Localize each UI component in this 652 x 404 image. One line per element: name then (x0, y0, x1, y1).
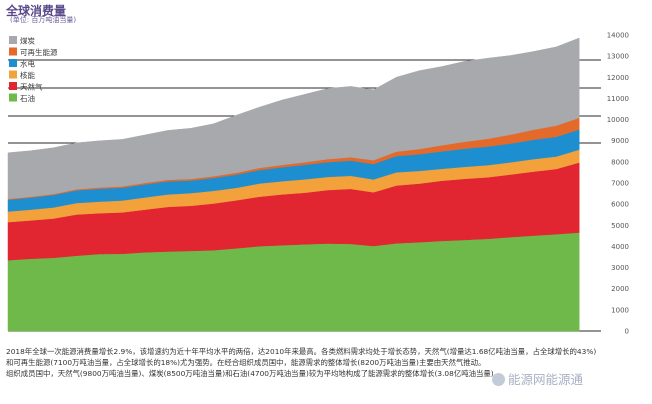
caption-line: 组织成员国中，天然气(9800万吨油当量)、煤炭(8500万吨油当量)和石油(4… (6, 369, 494, 378)
x-tick-label: 00 (163, 344, 172, 345)
caption-line: 2018年全球一次能源消费量增长2.9%，该增速约为近十年平均水平的两倍，达20… (6, 347, 597, 356)
y-tick-label: 5000 (611, 222, 629, 230)
x-tick-label: 98 (118, 344, 127, 345)
x-tick-label: 18 (575, 344, 584, 345)
x-tick-label: 01 (186, 344, 195, 345)
y-tick-label: 1000 (611, 306, 629, 314)
y-tick-label: 7000 (611, 180, 629, 188)
y-tick-label: 9000 (611, 137, 629, 145)
stacked-area-chart: 9394959697989900010203040506070809101112… (4, 32, 629, 346)
watermark-logo-icon (492, 373, 505, 386)
x-tick-label: 08 (346, 344, 355, 345)
legend-swatch (9, 93, 17, 102)
watermark-text: 能源网能源通 (508, 372, 584, 387)
x-tick-label: 03 (232, 344, 241, 345)
x-tick-label: 15 (506, 344, 515, 345)
caption-line: 和可再生能源(7100万吨油当量，占全球增长的18%)尤为强势。在经合组织成员国… (6, 358, 486, 367)
legend-label: 石油 (20, 93, 35, 103)
legend-label: 煤炭 (20, 36, 35, 46)
x-tick-label: 07 (323, 344, 332, 345)
y-tick-label: 2000 (611, 285, 629, 293)
x-tick-label: 17 (552, 344, 561, 345)
y-tick-label: 14000 (607, 32, 629, 40)
legend-label: 核能 (20, 70, 35, 80)
y-tick-label: 6000 (611, 201, 629, 209)
legend-swatch (9, 36, 17, 44)
chart-subtitle: (单位: 百万吨油当量) (10, 16, 77, 24)
chart-title: 全球消费量 (6, 4, 67, 18)
watermark: 能源网能源通 (492, 369, 652, 388)
y-tick-label: 3000 (611, 264, 629, 272)
x-tick-label: 11 (415, 344, 424, 345)
legend-label: 天然气 (20, 82, 43, 92)
y-tick-label: 12000 (607, 74, 629, 82)
x-tick-label: 02 (209, 344, 218, 345)
x-tick-label: 09 (369, 344, 378, 345)
x-tick-label: 0 (600, 344, 604, 345)
legend-swatch (9, 70, 17, 79)
chart-caption: 2018年全球一次能源消费量增长2.9%，该增速约为近十年平均水平的两倍，达20… (6, 346, 624, 379)
x-tick-label: 96 (72, 344, 81, 345)
legend-swatch (9, 59, 17, 67)
x-tick-label: 97 (95, 344, 104, 345)
x-tick-label: 13 (460, 344, 469, 345)
x-tick-label: 12 (438, 344, 447, 345)
y-tick-label: 13000 (607, 53, 629, 61)
x-tick-label: 99 (141, 344, 150, 345)
y-tick-label: 0 (625, 328, 629, 336)
x-tick-label: 95 (49, 344, 58, 345)
x-tick-label: 10 (392, 344, 401, 345)
y-tick-label: 11000 (607, 95, 629, 103)
legend-swatch (9, 47, 17, 56)
series-area-煤炭 (7, 37, 580, 200)
y-tick-label: 8000 (611, 158, 629, 166)
x-tick-label: 16 (529, 344, 538, 345)
y-tick-label: 4000 (611, 243, 629, 251)
y-tick-label: 10000 (607, 116, 629, 124)
legend-label: 水电 (20, 59, 35, 69)
x-tick-label: 14 (483, 344, 492, 345)
x-tick-label: 05 (278, 344, 287, 345)
legend-label: 可再生能源 (20, 47, 58, 57)
x-tick-label: 93 (4, 344, 13, 345)
x-tick-label: 04 (255, 344, 264, 345)
x-tick-label: 94 (26, 344, 35, 345)
legend-swatch (9, 82, 17, 90)
x-tick-label: 06 (301, 344, 310, 345)
